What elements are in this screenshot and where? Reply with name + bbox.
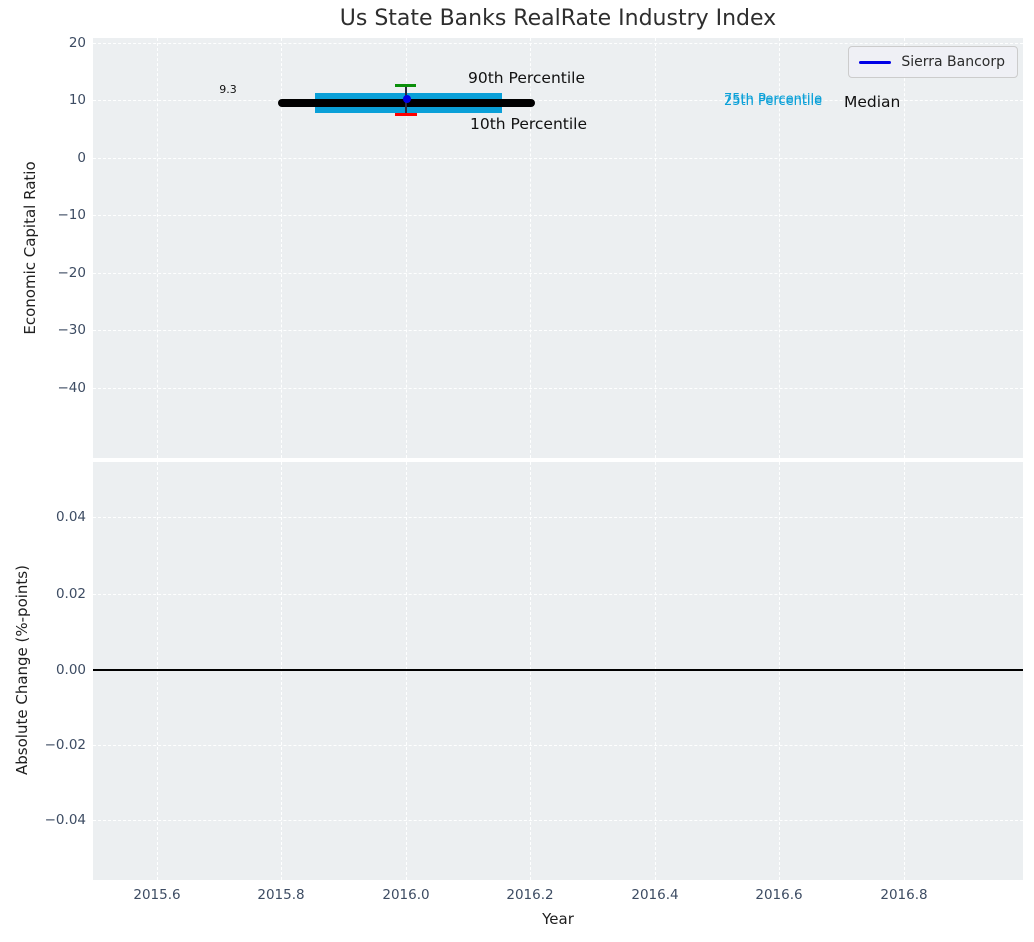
y-tick-label: −0.04 — [44, 812, 86, 828]
x-axis-label: Year — [542, 910, 574, 928]
p10-label: 10th Percentile — [470, 115, 588, 133]
x-tick-label: 2016.0 — [382, 887, 430, 903]
y-tick-label: 0.04 — [55, 509, 86, 525]
gridline — [406, 38, 407, 458]
bottom-y-axis-label: Absolute Change (%-points) — [13, 565, 31, 775]
y-tick-label: −20 — [57, 265, 87, 281]
gridline — [93, 745, 1023, 746]
y-tick-label: 0.00 — [55, 662, 86, 678]
top-y-axis-label: Economic Capital Ratio — [21, 161, 39, 335]
gridline — [157, 38, 158, 458]
gridline — [530, 462, 531, 880]
median-label: Median — [844, 93, 901, 111]
y-tick-label: −10 — [57, 207, 87, 223]
x-tick-label: 2016.6 — [755, 887, 803, 903]
p90-label: 90th Percentile — [468, 69, 586, 87]
gridline — [157, 462, 158, 880]
y-tick-label: −40 — [57, 380, 87, 396]
gridline — [406, 462, 407, 880]
chart-title: Us State Banks RealRate Industry Index — [339, 6, 777, 31]
legend-line-sample — [859, 60, 892, 64]
y-tick-label: −0.02 — [44, 737, 86, 753]
gridline — [93, 158, 1023, 159]
zero-line — [93, 669, 1023, 671]
legend-label: Sierra Bancorp — [901, 54, 1005, 70]
gridline — [281, 38, 282, 458]
gridline — [530, 38, 531, 458]
x-tick-label: 2016.2 — [506, 887, 554, 903]
x-tick-label: 2016.8 — [880, 887, 928, 903]
gridline — [281, 462, 282, 880]
y-tick-label: 20 — [68, 35, 86, 51]
bottom-axes — [93, 462, 1023, 880]
legend: Sierra Bancorp — [848, 46, 1018, 78]
gridline — [93, 43, 1023, 44]
median-value-label: 9.3 — [219, 83, 237, 96]
gridline — [93, 517, 1023, 518]
x-tick-label: 2015.8 — [257, 887, 305, 903]
gridline — [93, 330, 1023, 331]
gridline — [93, 388, 1023, 389]
y-tick-label: −30 — [57, 322, 87, 338]
x-tick-label: 2016.4 — [631, 887, 679, 903]
gridline — [93, 215, 1023, 216]
p75-label: 75th Percentile — [724, 92, 823, 107]
gridline — [904, 38, 905, 458]
sierra-bancorp-marker — [403, 95, 411, 103]
gridline — [93, 594, 1023, 595]
gridline — [93, 820, 1023, 821]
gridline — [93, 273, 1023, 274]
y-tick-label: 0 — [77, 150, 86, 166]
top-axes: 9.3 90th Percentile 10th Percentile 75th… — [93, 38, 1023, 458]
x-tick-label: 2015.6 — [133, 887, 181, 903]
gridline — [904, 462, 905, 880]
gridline — [93, 100, 1023, 101]
gridline — [655, 38, 656, 458]
y-tick-label: 10 — [68, 92, 86, 108]
gridline — [655, 462, 656, 880]
y-tick-label: 0.02 — [55, 586, 86, 602]
p25-label: 25th Percentile — [724, 94, 823, 109]
p10-errorbar-cap — [395, 113, 417, 116]
p90-errorbar-cap — [395, 84, 416, 87]
gridline — [779, 462, 780, 880]
gridline — [779, 38, 780, 458]
